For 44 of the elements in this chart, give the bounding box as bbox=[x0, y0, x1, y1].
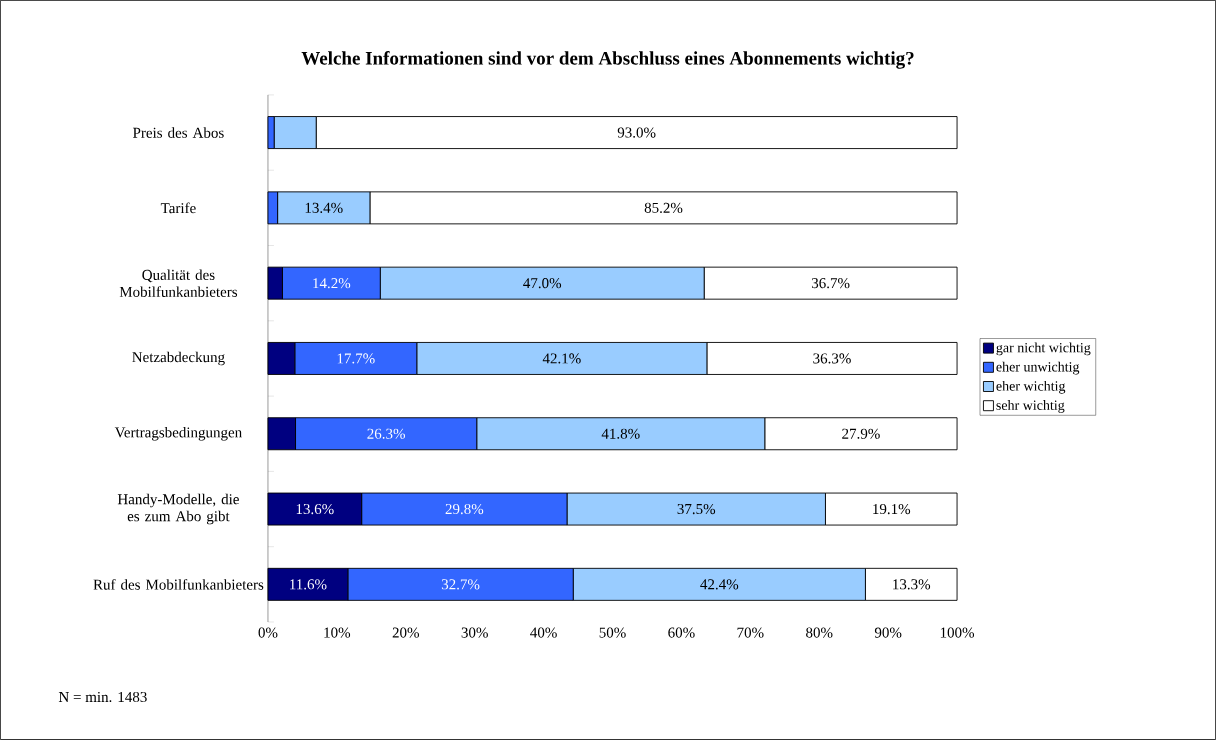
data-label: 26.3% bbox=[367, 428, 405, 439]
chart-title: Welche Informationen sind vor dem Abschluss eines Abonnements wichtig? bbox=[301, 51, 914, 69]
data-label: 36.7% bbox=[811, 278, 850, 289]
x-tick-label: 70% bbox=[737, 627, 764, 638]
data-label: 32.7% bbox=[441, 579, 480, 590]
x-tick-label: 100% bbox=[940, 627, 975, 638]
x-tick-label: 20% bbox=[392, 627, 420, 638]
data-label: 36.3% bbox=[813, 353, 851, 364]
data-label: 17.7% bbox=[337, 353, 375, 364]
y-tick-label: Netzabdeckung bbox=[132, 351, 225, 366]
data-label: 11.6% bbox=[290, 579, 327, 590]
y-tick-label: Ruf des Mobilfunkanbieters bbox=[93, 579, 264, 590]
x-tick-label: 50% bbox=[599, 627, 626, 638]
data-label: 14.2% bbox=[313, 278, 351, 289]
data-label: 13.4% bbox=[305, 202, 343, 213]
data-label: 93.0% bbox=[617, 127, 656, 138]
data-label: 47.0% bbox=[523, 278, 562, 289]
y-tick-label: Handy-Modelle, die es zum Abo gibt bbox=[117, 493, 239, 525]
data-label: 42.1% bbox=[542, 353, 581, 364]
x-tick-label: 90% bbox=[874, 627, 902, 638]
legend-label: eher wichtig bbox=[996, 380, 1066, 394]
data-label: 42.4% bbox=[700, 579, 739, 590]
x-tick-label: 60% bbox=[668, 627, 695, 638]
x-tick-label: 30% bbox=[461, 627, 488, 638]
legend-label: sehr wichtig bbox=[996, 400, 1065, 413]
data-label: 13.6% bbox=[296, 504, 334, 515]
data-label: 37.5% bbox=[677, 504, 716, 515]
data-label: 29.8% bbox=[445, 504, 484, 515]
data-label: 13.3% bbox=[893, 579, 931, 590]
text: N = min. 1483 bbox=[58, 691, 147, 703]
x-tick-label: 0% bbox=[258, 627, 278, 638]
legend-label: eher unwichtig bbox=[996, 361, 1080, 375]
legend-label: gar nicht wichtig bbox=[996, 342, 1091, 356]
y-tick-label: Qualität des Mobilfunkanbieters bbox=[119, 269, 238, 297]
x-tick-label: 40% bbox=[530, 627, 557, 638]
data-label: 27.9% bbox=[842, 428, 880, 439]
data-label: 19.1% bbox=[873, 504, 911, 515]
y-tick-label: Vertragsbedingungen bbox=[114, 426, 242, 441]
data-label: 41.8% bbox=[601, 428, 640, 439]
x-tick-label: 80% bbox=[806, 627, 833, 638]
y-tick-label: Preis des Abos bbox=[133, 127, 224, 138]
x-tick-label: 10% bbox=[324, 627, 351, 638]
data-label: 85.2% bbox=[644, 202, 683, 213]
y-tick-label: Tarife bbox=[160, 202, 196, 214]
